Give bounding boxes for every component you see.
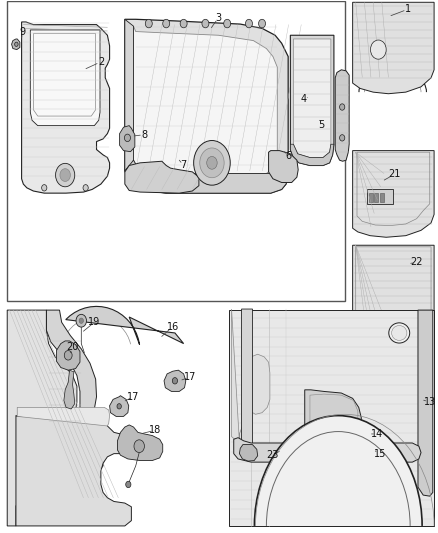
Text: 23: 23 bbox=[267, 450, 279, 460]
Circle shape bbox=[207, 157, 217, 169]
Polygon shape bbox=[64, 370, 75, 409]
Bar bbox=[405, 320, 409, 330]
Bar bbox=[367, 189, 393, 204]
Circle shape bbox=[83, 184, 88, 191]
Polygon shape bbox=[30, 30, 100, 126]
Polygon shape bbox=[290, 144, 334, 165]
Circle shape bbox=[258, 19, 265, 28]
Text: 20: 20 bbox=[67, 342, 79, 352]
Text: 17: 17 bbox=[184, 372, 196, 382]
Polygon shape bbox=[335, 70, 349, 161]
Circle shape bbox=[60, 168, 71, 181]
Text: 3: 3 bbox=[215, 13, 222, 23]
Circle shape bbox=[14, 42, 18, 46]
Polygon shape bbox=[232, 309, 270, 442]
Circle shape bbox=[180, 19, 187, 28]
Polygon shape bbox=[110, 395, 129, 416]
Bar bbox=[399, 320, 403, 330]
Text: 8: 8 bbox=[141, 130, 148, 140]
Polygon shape bbox=[125, 160, 288, 193]
Circle shape bbox=[200, 148, 224, 177]
Polygon shape bbox=[134, 26, 277, 173]
Circle shape bbox=[339, 104, 345, 110]
Circle shape bbox=[371, 40, 386, 59]
Bar bbox=[374, 192, 378, 202]
Polygon shape bbox=[66, 306, 184, 344]
Text: 4: 4 bbox=[300, 94, 307, 104]
Circle shape bbox=[134, 440, 145, 453]
Text: 2: 2 bbox=[98, 57, 104, 67]
Circle shape bbox=[56, 164, 75, 187]
Polygon shape bbox=[125, 19, 288, 193]
Polygon shape bbox=[7, 310, 77, 526]
Polygon shape bbox=[16, 415, 131, 526]
Polygon shape bbox=[353, 245, 434, 383]
Polygon shape bbox=[357, 361, 417, 381]
Circle shape bbox=[117, 403, 121, 409]
Bar bbox=[369, 192, 373, 202]
Polygon shape bbox=[305, 390, 361, 439]
Polygon shape bbox=[11, 39, 20, 50]
Bar bbox=[397, 317, 423, 332]
Polygon shape bbox=[268, 151, 298, 182]
Text: 19: 19 bbox=[88, 317, 100, 327]
Text: 7: 7 bbox=[180, 160, 187, 171]
Polygon shape bbox=[125, 161, 199, 193]
Circle shape bbox=[145, 19, 152, 28]
Polygon shape bbox=[353, 151, 434, 237]
Text: 9: 9 bbox=[19, 27, 25, 37]
Polygon shape bbox=[418, 310, 433, 496]
Polygon shape bbox=[230, 310, 434, 526]
Text: 17: 17 bbox=[127, 392, 140, 402]
Ellipse shape bbox=[389, 323, 410, 343]
Text: 1: 1 bbox=[405, 4, 411, 14]
Text: 18: 18 bbox=[149, 425, 162, 435]
Circle shape bbox=[76, 314, 86, 327]
Polygon shape bbox=[293, 39, 331, 158]
Polygon shape bbox=[254, 416, 422, 526]
Polygon shape bbox=[117, 425, 163, 461]
Polygon shape bbox=[353, 2, 434, 94]
Polygon shape bbox=[125, 19, 134, 171]
Circle shape bbox=[202, 19, 209, 28]
Circle shape bbox=[163, 19, 170, 28]
Polygon shape bbox=[46, 310, 104, 474]
Circle shape bbox=[42, 184, 47, 191]
Bar bbox=[380, 192, 384, 202]
Bar bbox=[410, 320, 414, 330]
Polygon shape bbox=[21, 22, 110, 193]
Polygon shape bbox=[57, 341, 80, 370]
Polygon shape bbox=[234, 438, 421, 462]
Text: 6: 6 bbox=[285, 151, 291, 161]
Text: 15: 15 bbox=[374, 449, 386, 458]
Circle shape bbox=[194, 141, 230, 185]
Text: 14: 14 bbox=[371, 429, 384, 439]
Circle shape bbox=[124, 134, 131, 142]
Polygon shape bbox=[164, 370, 186, 391]
Circle shape bbox=[245, 19, 252, 28]
Circle shape bbox=[79, 318, 84, 324]
Polygon shape bbox=[17, 407, 110, 426]
Text: 16: 16 bbox=[166, 321, 179, 332]
Text: 13: 13 bbox=[424, 397, 436, 407]
Circle shape bbox=[126, 481, 131, 488]
Text: 22: 22 bbox=[410, 257, 423, 267]
Text: 21: 21 bbox=[389, 169, 401, 179]
Polygon shape bbox=[242, 309, 252, 448]
Polygon shape bbox=[240, 445, 258, 461]
Polygon shape bbox=[290, 35, 334, 165]
Text: 5: 5 bbox=[318, 119, 324, 130]
Circle shape bbox=[339, 135, 345, 141]
Circle shape bbox=[224, 19, 231, 28]
Ellipse shape bbox=[392, 326, 407, 341]
Circle shape bbox=[172, 377, 177, 384]
Circle shape bbox=[64, 351, 72, 360]
Bar bbox=[7, 1, 345, 301]
Polygon shape bbox=[120, 126, 135, 152]
